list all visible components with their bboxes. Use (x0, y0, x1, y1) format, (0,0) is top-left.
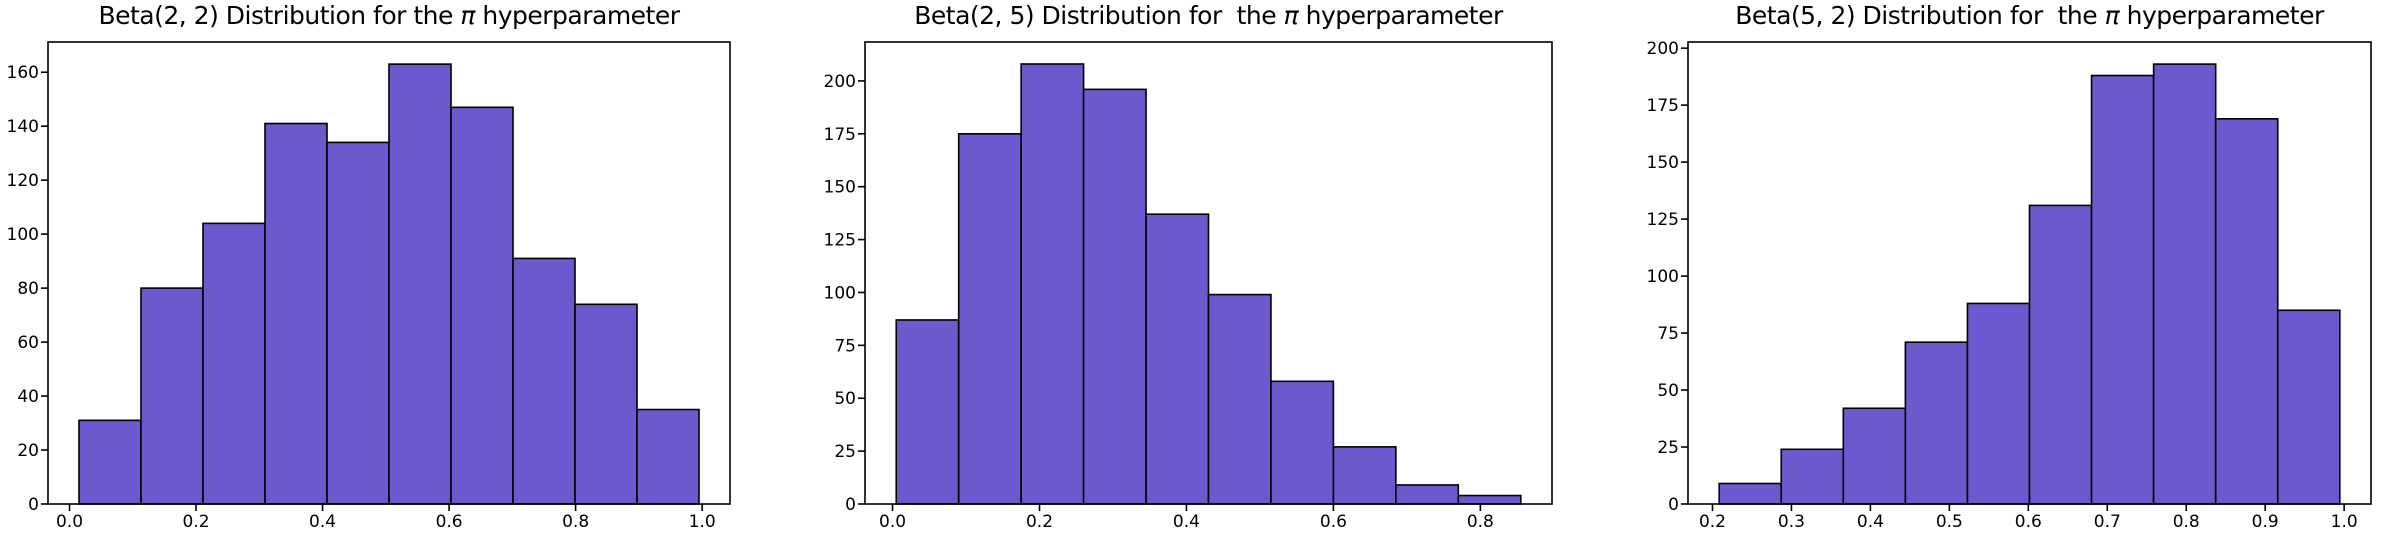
y-tick-label: 100 (7, 225, 39, 245)
y-tick-label: 150 (1647, 153, 1679, 173)
histogram-bar (1457, 494, 1522, 505)
histogram-bar (140, 287, 204, 505)
x-tick-label: 0.9 (2252, 512, 2279, 532)
histogram-bar (1904, 341, 1969, 505)
y-tick-label: 120 (7, 171, 39, 191)
chart-title-text: Beta(2, 2) Distribution for the (98, 1, 461, 30)
histogram-bar (1207, 293, 1272, 505)
x-tick-label: 0.0 (879, 512, 906, 532)
y-tick-label: 125 (824, 231, 856, 251)
axes-frame (864, 41, 1553, 505)
chart-title: Beta(5, 2) Distribution for the π hyperp… (1688, 1, 2371, 31)
y-tick-label: 60 (17, 333, 39, 353)
histogram-bar (1332, 446, 1397, 505)
histogram-panel-beta-2-2: Beta(2, 2) Distribution for the π hyperp… (0, 0, 794, 538)
x-tick-label: 0.4 (309, 512, 336, 532)
histogram-bar (264, 122, 328, 505)
x-tick-label: 0.5 (1936, 512, 1963, 532)
y-tick-label: 200 (1647, 39, 1679, 59)
histogram-bar (1082, 88, 1147, 505)
y-tick-label: 20 (17, 441, 39, 461)
histogram-bar (957, 133, 1022, 505)
histogram-bar (1842, 407, 1907, 505)
x-tick-label: 0.3 (1778, 512, 1805, 532)
y-tick-label: 140 (7, 117, 39, 137)
y-tick-label: 75 (834, 336, 856, 356)
x-tick-label: 0.2 (183, 512, 210, 532)
x-tick-label: 0.8 (2173, 512, 2200, 532)
axes-frame (47, 41, 731, 505)
x-tick-label: 0.8 (1467, 512, 1494, 532)
x-tick-label: 0.6 (436, 512, 463, 532)
histogram-bar (2028, 204, 2093, 505)
x-tick-label: 0.6 (1320, 512, 1347, 532)
histogram-bar (2214, 118, 2279, 505)
pi-symbol: π (460, 1, 475, 30)
y-tick-label: 160 (7, 63, 39, 83)
x-tick-label: 0.8 (562, 512, 589, 532)
y-tick-label: 50 (834, 389, 856, 409)
y-tick-label: 0 (1668, 495, 1679, 515)
histogram-plot-beta-2-5: 0.0 0.2 0.4 0.6 0.8 0 25 50 75 100 125 150 175 200 (824, 41, 1553, 532)
histogram-plot-beta-2-2: 0.0 0.2 0.4 0.6 0.8 1.0 0 20 40 60 80 100 120 140 160 (7, 41, 731, 532)
histogram-bar (326, 141, 390, 505)
histogram-bar (2090, 74, 2155, 505)
histogram-bar (1780, 448, 1845, 505)
histogram-bar (1145, 213, 1210, 505)
histogram-bar (2152, 63, 2217, 505)
histogram-bar (450, 106, 514, 505)
y-tick-label: 125 (1647, 210, 1679, 230)
y-tick-label: 150 (824, 178, 856, 198)
histogram-bar (574, 303, 638, 505)
x-tick-label: 1.0 (689, 512, 716, 532)
histogram-bar (512, 257, 576, 505)
x-tick-label: 0.6 (2015, 512, 2042, 532)
axes-frame (1687, 41, 2372, 505)
chart-title: Beta(2, 5) Distribution for the π hyperp… (865, 1, 1552, 31)
y-tick-label: 40 (17, 387, 39, 407)
chart-title-text: hyperparameter (1298, 1, 1504, 30)
histogram-bar (636, 408, 700, 505)
histogram-bar (78, 419, 142, 505)
pi-symbol: π (1283, 1, 1299, 30)
chart-title-text: hyperparameter (2119, 1, 2325, 30)
histogram-bar (1020, 63, 1085, 505)
y-tick-label: 100 (1647, 267, 1679, 287)
x-tick-label: 0.0 (56, 512, 83, 532)
pi-symbol: π (2104, 1, 2120, 30)
y-tick-label: 25 (834, 442, 856, 462)
x-tick-label: 0.2 (1026, 512, 1053, 532)
y-tick-label: 75 (1657, 324, 1679, 344)
histogram-plot-beta-5-2: 0.2 0.3 0.4 0.5 0.6 0.7 0.8 0.9 1.0 0 25 50 75 100 125… (1647, 39, 2372, 532)
histogram-panel-beta-5-2: Beta(5, 2) Distribution for the π hyperp… (1587, 0, 2381, 538)
y-tick-label: 0 (28, 495, 39, 515)
histogram-bar (388, 63, 452, 505)
y-tick-label: 50 (1657, 381, 1679, 401)
histogram-bar (1966, 302, 2031, 505)
y-tick-label: 0 (845, 495, 856, 515)
histogram-bar (1718, 482, 1783, 505)
chart-title-text: hyperparameter (474, 1, 680, 30)
y-tick-label: 100 (824, 283, 856, 303)
y-tick-label: 80 (17, 279, 39, 299)
histogram-panel-beta-2-5: Beta(2, 5) Distribution for the π hyperp… (794, 0, 1587, 538)
chart-title-text: Beta(5, 2) Distribution for the (1735, 1, 2105, 30)
y-tick-label: 25 (1657, 438, 1679, 458)
histogram-bar (202, 222, 266, 505)
x-tick-label: 0.4 (1173, 512, 1200, 532)
x-tick-label: 1.0 (2331, 512, 2358, 532)
y-tick-label: 175 (824, 125, 856, 145)
y-tick-label: 200 (824, 72, 856, 92)
x-tick-label: 0.7 (2094, 512, 2121, 532)
y-tick-label: 175 (1647, 96, 1679, 116)
histogram-bar (1395, 484, 1460, 505)
chart-title: Beta(2, 2) Distribution for the π hyperp… (48, 1, 730, 31)
x-tick-label: 0.2 (1699, 512, 1726, 532)
histogram-bar (895, 319, 960, 505)
x-tick-label: 0.4 (1857, 512, 1884, 532)
chart-title-text: Beta(2, 5) Distribution for the (914, 1, 1284, 30)
histogram-bar (2276, 309, 2341, 505)
histogram-bar (1270, 380, 1335, 505)
